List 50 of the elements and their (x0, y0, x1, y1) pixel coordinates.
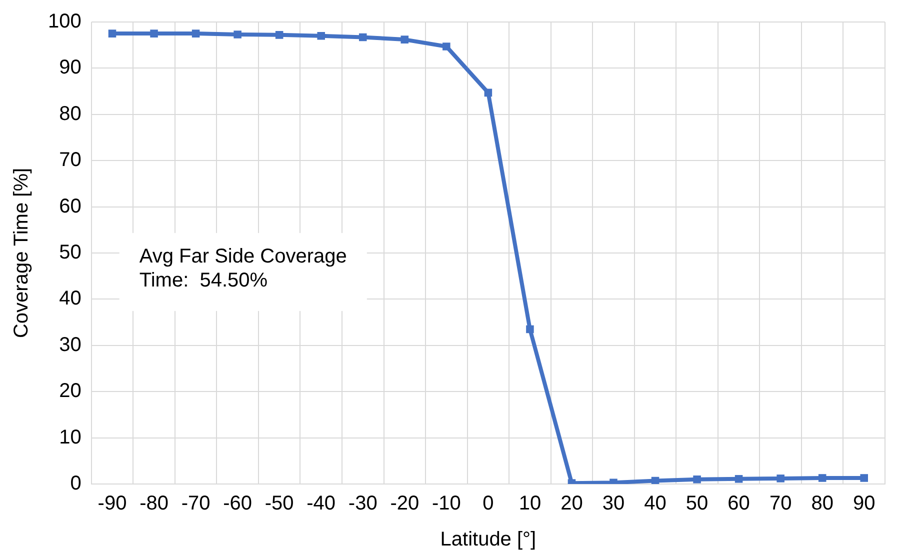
y-tick-label: 80 (59, 102, 82, 125)
x-tick-label: -30 (348, 492, 378, 515)
point (150, 30, 158, 38)
x-tick-label: 80 (811, 492, 834, 515)
y-tick-label: 50 (59, 242, 82, 264)
y-axis-title: Coverage Time [%] (10, 168, 33, 338)
x-tick-label: 30 (602, 492, 625, 515)
point (192, 30, 200, 38)
x-tick-label: -50 (264, 492, 294, 515)
x-tick-label: -70 (181, 492, 210, 515)
point (442, 42, 450, 50)
x-tick-label: 0 (482, 492, 494, 515)
point (860, 474, 868, 482)
x-tick-label: -90 (98, 492, 127, 515)
point (484, 88, 492, 97)
y-tick-label: 20 (59, 380, 82, 402)
point (108, 30, 116, 38)
y-tick-label: 60 (59, 195, 82, 218)
x-tick-label: 20 (560, 492, 583, 515)
x-tick-label: 10 (518, 492, 542, 515)
x-axis-title: Latitude [°] (440, 528, 536, 551)
x-tick-label: -60 (223, 492, 252, 515)
x-tick-label: 50 (686, 492, 708, 515)
x-tick-label: -20 (390, 492, 420, 515)
x-tick-label: -80 (140, 492, 168, 515)
point (776, 474, 784, 482)
point (234, 30, 242, 38)
annotation: Avg Far Side Coverage Time: 54.50% (139, 246, 347, 292)
y-tick-label: 10 (59, 426, 82, 448)
x-tick-label: -40 (306, 492, 336, 515)
y-tick-label: 0 (70, 472, 82, 495)
point (818, 474, 826, 482)
point (275, 31, 284, 39)
point (317, 32, 325, 40)
point (693, 475, 701, 484)
point (358, 33, 367, 42)
x-tick-label: 40 (644, 492, 666, 515)
y-tick-label: 90 (59, 56, 82, 79)
x-tick-label: -10 (432, 492, 461, 515)
x-tick-label: 70 (769, 492, 792, 515)
y-tick-label: 40 (59, 288, 82, 310)
x-tick-label: 60 (728, 492, 750, 515)
point (526, 325, 534, 334)
y-tick-label: 30 (59, 334, 82, 356)
point (651, 476, 660, 484)
y-tick-label: 100 (48, 10, 82, 33)
point (734, 475, 743, 483)
point (400, 36, 409, 44)
x-tick-label: 90 (852, 492, 876, 515)
y-tick-label: 70 (59, 149, 82, 172)
